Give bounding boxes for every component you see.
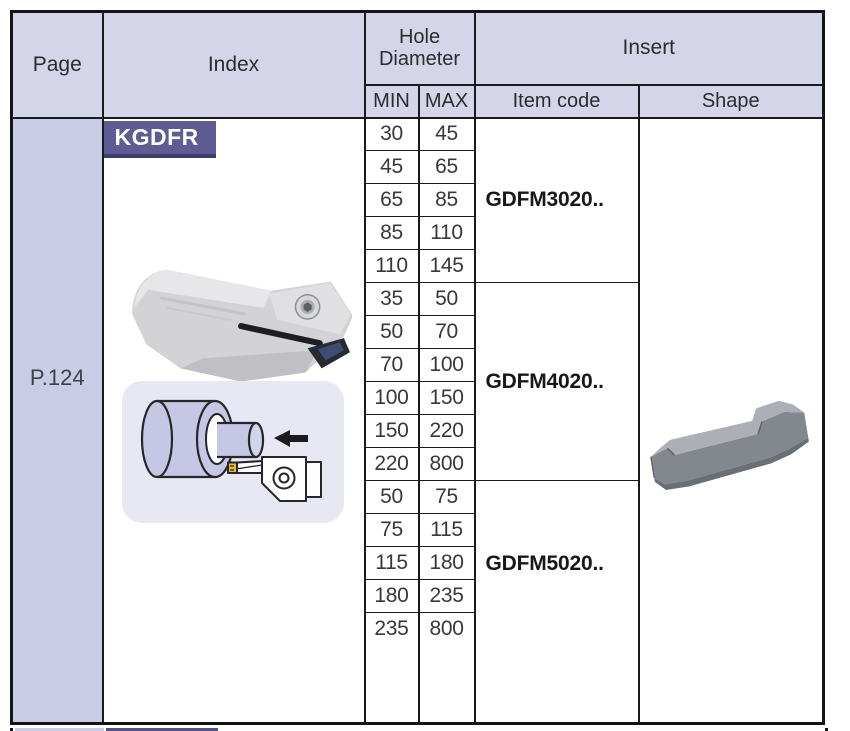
table-row: 115 180 — [12, 546, 824, 580]
index-code-badge: KGDFR — [103, 120, 216, 158]
max-value-cell: 50 — [417, 282, 476, 316]
page-ref-cell: P.124 — [10, 117, 104, 724]
max-value-cell: 85 — [417, 183, 476, 217]
face-grooving-diagram-drawing — [121, 380, 344, 523]
header-max: MAX — [417, 83, 476, 119]
table-row: 100 150 — [12, 381, 824, 415]
table-row: 65 85 — [12, 183, 824, 217]
header-row-2: MIN MAX Item code Shape — [12, 83, 825, 119]
index-cell: KGDFR — [101, 117, 366, 724]
max-value-cell-empty — [417, 645, 476, 724]
table-row: 235 800 — [12, 612, 824, 646]
insert-tip-highlight — [226, 461, 238, 474]
min-value-cell: 100 — [363, 381, 420, 415]
catalog-table: Page Index Hole Diameter Insert MIN MAX … — [10, 10, 826, 725]
max-value-cell: 75 — [417, 480, 476, 514]
table-row: 110 145 — [12, 249, 824, 283]
next-page-cell-fragment — [15, 728, 104, 731]
min-value-cell: 70 — [363, 348, 420, 382]
header-page: Page — [10, 10, 104, 119]
grooving-insert-photo — [649, 401, 809, 491]
min-value-cell: 235 — [363, 612, 420, 646]
max-value-cell: 145 — [417, 249, 476, 283]
application-diagram — [121, 380, 344, 523]
table-row: 50 75 GDFM5020.. — [12, 480, 824, 724]
item-code-cell: GDFM5020.. — [473, 480, 640, 724]
shape-cell — [637, 117, 825, 724]
table-row: 180 235 — [12, 579, 824, 613]
next-index-badge-fragment — [106, 728, 218, 731]
max-value-cell: 235 — [417, 579, 476, 613]
table-row: 35 50 GDFM4020.. — [12, 282, 824, 481]
min-value-cell: 50 — [363, 480, 420, 514]
min-value-cell: 50 — [363, 315, 420, 349]
feed-direction-arrow-icon — [273, 429, 308, 447]
min-value-cell: 85 — [363, 216, 420, 250]
min-value-cell: 65 — [363, 183, 420, 217]
min-value-cell: 75 — [363, 513, 420, 547]
min-value-cell: 150 — [363, 414, 420, 448]
header-index: Index — [101, 10, 366, 119]
header-item-code: Item code — [473, 83, 640, 119]
next-table-row-fragment — [10, 728, 828, 731]
index-code-label: KGDFR — [114, 123, 199, 150]
max-value-cell: 150 — [417, 381, 476, 415]
header-hole-diameter: Hole Diameter — [363, 10, 476, 86]
max-value-cell: 180 — [417, 546, 476, 580]
empty-filler-row — [12, 645, 824, 724]
max-value-cell: 800 — [417, 447, 476, 481]
item-code-cell: GDFM3020.. — [473, 117, 640, 283]
min-value-cell: 45 — [363, 150, 420, 184]
min-value-cell: 220 — [363, 447, 420, 481]
table-row: 75 115 — [12, 513, 824, 547]
item-code-cell: GDFM4020.. — [473, 282, 640, 481]
min-value-cell: 115 — [363, 546, 420, 580]
min-value-cell: 110 — [363, 249, 420, 283]
min-value-cell: 35 — [363, 282, 420, 316]
table-row: 150 220 — [12, 414, 824, 448]
max-value-cell: 220 — [417, 414, 476, 448]
table-row: 220 800 — [12, 447, 824, 481]
header-row-1: Page Index Hole Diameter Insert — [10, 10, 825, 119]
header-min: MIN — [363, 83, 420, 119]
tool-holder-photo — [131, 269, 352, 382]
max-value-cell: 45 — [417, 117, 476, 151]
max-value-cell: 115 — [417, 513, 476, 547]
max-value-cell: 65 — [417, 150, 476, 184]
table-row: P.124 KGDFR — [10, 117, 825, 724]
table-row: 45 65 — [12, 150, 824, 184]
min-value-cell: 180 — [363, 579, 420, 613]
header-insert: Insert — [473, 10, 825, 86]
table-row: 50 70 — [12, 315, 824, 349]
max-value-cell: 100 — [417, 348, 476, 382]
table-row: 85 110 — [12, 216, 824, 250]
min-value-cell: 30 — [363, 117, 420, 151]
max-value-cell: 110 — [417, 216, 476, 250]
max-value-cell: 70 — [417, 315, 476, 349]
min-value-cell-empty — [363, 645, 420, 724]
max-value-cell: 800 — [417, 612, 476, 646]
header-shape: Shape — [637, 83, 825, 119]
